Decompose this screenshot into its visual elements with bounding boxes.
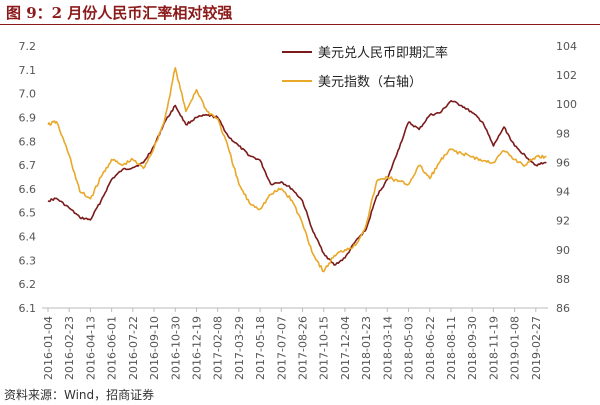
series-layer [47,67,547,273]
y-right-tick-label: 96 [556,156,570,169]
x-tick-label: 2018-06-22 [424,316,437,380]
x-tick-label: 2016-02-23 [63,316,76,380]
x-tick-label: 2017-02-08 [212,316,225,380]
y-left-ticks: 6.1 6.2 6.3 6.4 6.5 6.6 6.7 6.8 6.9 7.0 7.1 7.2 [19,40,37,315]
y-right-tick-label: 100 [556,98,577,111]
x-tick-label: 2016-09-10 [148,316,161,380]
y-right-tick-label: 104 [556,40,577,53]
y-left-tick-label: 6.1 [19,302,37,315]
x-tick-label: 2018-11-19 [487,316,500,380]
y-left-tick-label: 6.8 [19,135,37,148]
y-right-tick-label: 102 [556,69,577,82]
x-tick-label: 2018-09-30 [466,316,479,380]
x-tick-label: 2016-04-13 [84,316,97,380]
x-tick-label: 2016-01-04 [42,316,55,380]
x-tick-label: 2018-01-23 [360,316,373,380]
x-tick-label: 2016-06-01 [106,316,119,380]
x-tick-label: 2018-05-03 [403,316,416,380]
usdcny-spot-line [47,100,547,266]
x-tick-label: 2019-02-27 [530,316,543,380]
x-tick-label: 2017-12-04 [339,316,352,380]
x-tick-label: 2017-03-29 [233,316,246,380]
x-tick-label: 2017-07-07 [275,316,288,380]
y-left-tick-label: 6.7 [19,159,37,172]
y-left-tick-label: 6.9 [19,111,37,124]
y-left-tick-label: 7.0 [19,88,37,101]
y-left-tick-label: 6.2 [19,278,37,291]
y-right-tick-label: 86 [556,302,570,315]
x-tick-label: 2016-10-30 [169,316,182,380]
x-tick-label: 2017-05-18 [254,316,267,380]
y-right-tick-label: 88 [556,273,570,286]
x-tick-label: 2016-12-19 [190,316,203,380]
dollar-index-line [47,67,547,273]
source-note: 资料来源：Wind，招商证券 [4,388,155,402]
legend-label: 美元兑人民币即期汇率 [318,45,448,61]
x-tick-label: 2017-10-15 [318,316,331,380]
figure-title: 图 9：2 月份人民币汇率相对较强 [6,4,233,22]
y-right-ticks: 86 88 90 92 94 96 98 100 102 104 [556,40,577,315]
y-left-tick-label: 7.1 [19,64,37,77]
x-tick-label: 2019-01-08 [509,316,522,380]
x-tick-label: 2018-08-11 [445,316,458,380]
y-left-tick-label: 6.5 [19,207,37,220]
x-tick-label: 2018-03-14 [381,316,394,380]
y-right-tick-label: 98 [556,127,570,140]
y-right-tick-label: 94 [556,186,570,199]
x-tick-label: 2017-08-26 [297,316,310,380]
y-left-tick-label: 6.4 [19,231,37,244]
y-left-tick-label: 6.3 [19,254,37,267]
y-left-tick-label: 7.2 [19,40,37,53]
y-right-tick-label: 90 [556,244,570,257]
y-right-tick-label: 92 [556,215,570,228]
title-rule [0,24,600,25]
x-tick-label: 2016-07-22 [127,316,140,380]
y-left-tick-label: 6.6 [19,183,37,196]
x-ticks: 2016-01-04 2016-02-23 2016-04-13 2016-06-01… [42,308,543,380]
legend-label: 美元指数（右轴） [318,75,422,90]
